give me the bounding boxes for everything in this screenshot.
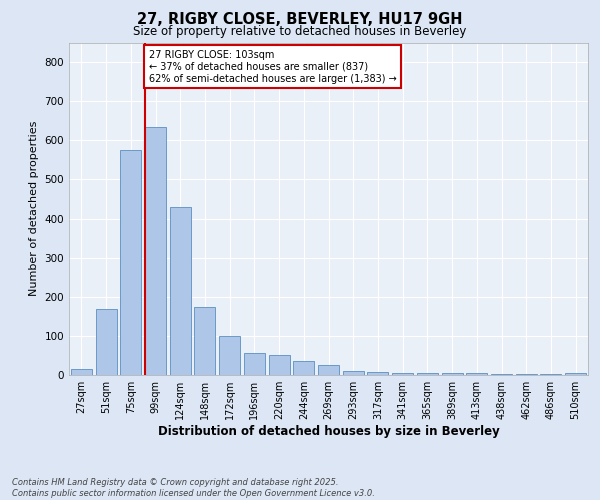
Bar [367,372,388,375]
Text: 27 RIGBY CLOSE: 103sqm
← 37% of detached houses are smaller (837)
62% of semi-de: 27 RIGBY CLOSE: 103sqm ← 37% of detached… [149,50,397,84]
Bar [170,207,191,375]
Bar [244,354,265,375]
Text: Contains HM Land Registry data © Crown copyright and database right 2025.
Contai: Contains HM Land Registry data © Crown c… [12,478,375,498]
Bar [343,371,364,375]
X-axis label: Distribution of detached houses by size in Beverley: Distribution of detached houses by size … [158,425,499,438]
Bar [293,362,314,375]
Bar [516,374,537,375]
Bar [194,306,215,375]
Bar [565,374,586,375]
Bar [417,374,438,375]
Bar [491,374,512,375]
Bar [269,356,290,375]
Bar [120,150,141,375]
Bar [442,374,463,375]
Text: 27, RIGBY CLOSE, BEVERLEY, HU17 9GH: 27, RIGBY CLOSE, BEVERLEY, HU17 9GH [137,12,463,28]
Bar [392,373,413,375]
Bar [95,308,116,375]
Bar [71,369,92,375]
Bar [318,365,339,375]
Text: Size of property relative to detached houses in Beverley: Size of property relative to detached ho… [133,25,467,38]
Bar [145,126,166,375]
Bar [541,374,562,375]
Bar [219,336,240,375]
Y-axis label: Number of detached properties: Number of detached properties [29,121,39,296]
Bar [466,374,487,375]
